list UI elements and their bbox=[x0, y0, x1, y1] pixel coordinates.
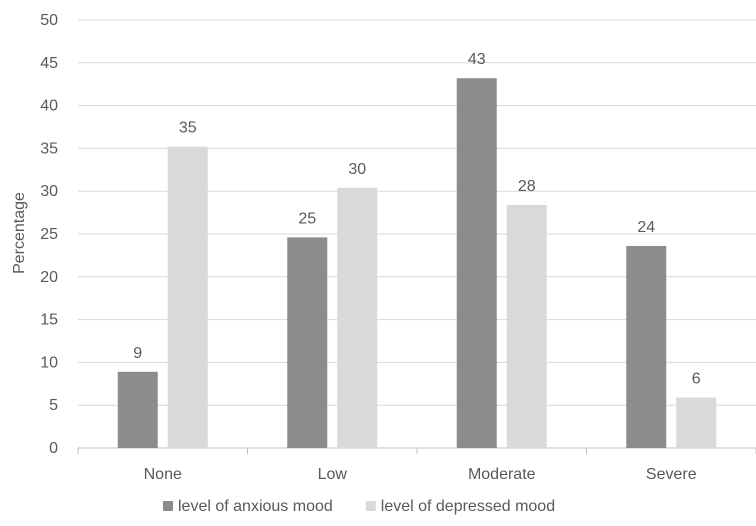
y-tick-label: 15 bbox=[40, 312, 58, 329]
x-tick-label: Low bbox=[318, 466, 348, 483]
data-label: 28 bbox=[518, 178, 536, 195]
bar bbox=[456, 78, 497, 448]
y-tick-label: 25 bbox=[40, 226, 58, 243]
axes: 0 5 10 15 20 25 30 35 40 45 50 None Low Moderate Sever… bbox=[40, 12, 756, 483]
data-label: 43 bbox=[468, 51, 486, 68]
data-labels: 9 35 25 30 43 28 24 6 bbox=[133, 51, 701, 387]
x-tick-label: Severe bbox=[646, 466, 697, 483]
y-tick-label: 20 bbox=[40, 269, 58, 286]
y-tick-label: 35 bbox=[40, 140, 58, 157]
y-tick-label: 5 bbox=[49, 397, 58, 414]
y-tick-label: 10 bbox=[40, 354, 58, 371]
y-tick-label: 0 bbox=[49, 440, 58, 457]
legend-swatch bbox=[365, 501, 376, 511]
data-label: 9 bbox=[133, 345, 142, 362]
x-tick-label: Moderate bbox=[468, 466, 536, 483]
y-tick-label: 30 bbox=[40, 183, 58, 200]
data-label: 25 bbox=[298, 210, 316, 227]
bars bbox=[117, 78, 717, 449]
bar bbox=[626, 245, 667, 448]
bar bbox=[337, 187, 378, 448]
data-label: 30 bbox=[348, 161, 366, 178]
x-tick-label: None bbox=[144, 466, 182, 483]
y-tick-label: 50 bbox=[40, 12, 58, 29]
data-label: 24 bbox=[637, 219, 655, 236]
y-tick-label: 45 bbox=[40, 55, 58, 72]
y-tick-label: 40 bbox=[40, 98, 58, 115]
bar bbox=[506, 204, 547, 448]
data-label: 35 bbox=[179, 120, 197, 137]
legend-swatch bbox=[163, 501, 173, 511]
bar bbox=[167, 146, 208, 449]
y-axis-title: Percentage bbox=[11, 192, 28, 274]
legend-label: level of depressed mood bbox=[381, 498, 555, 515]
legend: level of anxious mood level of depressed … bbox=[163, 498, 555, 515]
legend-label: level of anxious mood bbox=[178, 498, 333, 515]
bar bbox=[117, 371, 158, 448]
bar bbox=[676, 397, 717, 448]
data-label: 6 bbox=[692, 370, 701, 387]
bar bbox=[287, 237, 328, 448]
